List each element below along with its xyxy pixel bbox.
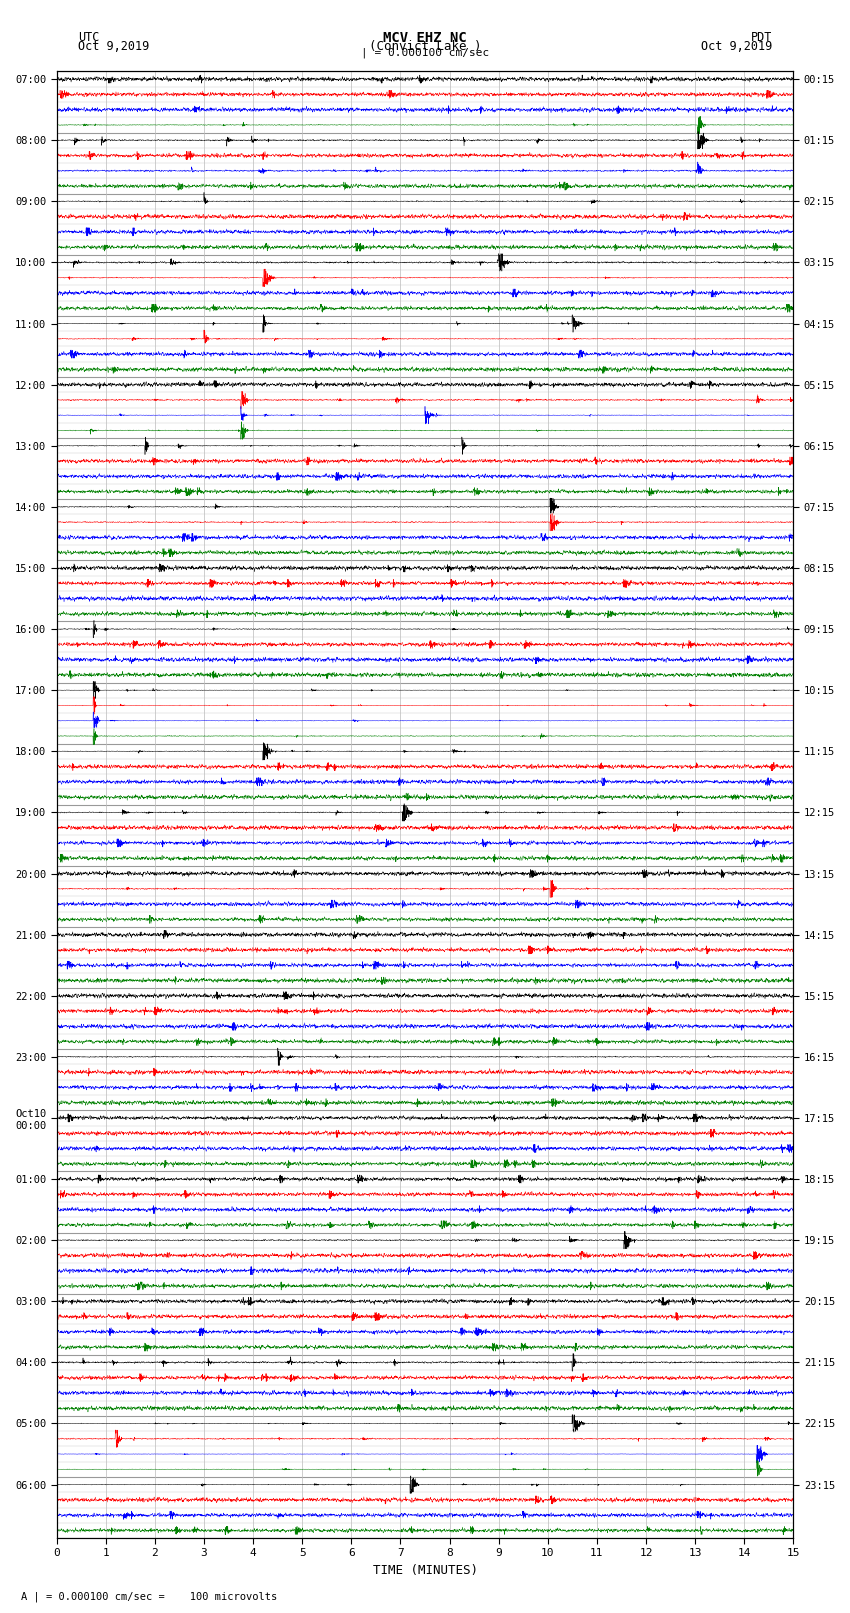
- X-axis label: TIME (MINUTES): TIME (MINUTES): [372, 1565, 478, 1578]
- Text: (Convict Lake ): (Convict Lake ): [369, 39, 481, 53]
- Text: Oct 9,2019: Oct 9,2019: [700, 39, 772, 53]
- Text: Oct 9,2019: Oct 9,2019: [78, 39, 150, 53]
- Text: | = 0.000100 cm/sec: | = 0.000100 cm/sec: [361, 47, 489, 58]
- Text: PDT: PDT: [751, 31, 772, 45]
- Text: MCV EHZ NC: MCV EHZ NC: [383, 31, 467, 45]
- Text: UTC: UTC: [78, 31, 99, 45]
- Text: A | = 0.000100 cm/sec =    100 microvolts: A | = 0.000100 cm/sec = 100 microvolts: [21, 1590, 277, 1602]
